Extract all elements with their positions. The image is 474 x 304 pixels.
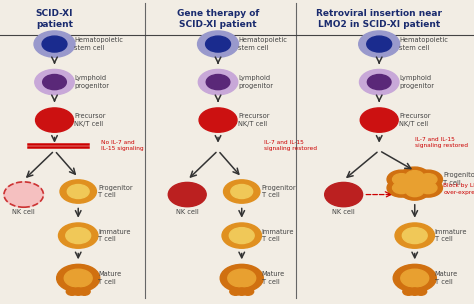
Circle shape xyxy=(57,264,100,292)
Circle shape xyxy=(168,182,206,207)
Text: Retroviral insertion near
LMO2 in SCID-XI patient: Retroviral insertion near LMO2 in SCID-X… xyxy=(316,9,442,29)
Circle shape xyxy=(79,288,90,295)
Circle shape xyxy=(406,171,424,182)
Text: IL-7 and IL-15
signaling restored: IL-7 and IL-15 signaling restored xyxy=(264,140,318,151)
Text: Lymphoid
progenitor: Lymphoid progenitor xyxy=(399,75,434,89)
Circle shape xyxy=(360,108,398,132)
Circle shape xyxy=(224,180,260,203)
Text: Precursor
NK/T cell: Precursor NK/T cell xyxy=(74,113,106,127)
Circle shape xyxy=(242,288,254,295)
Circle shape xyxy=(206,36,230,52)
Circle shape xyxy=(236,288,247,295)
Circle shape xyxy=(414,179,442,197)
Text: Mature
T cell: Mature T cell xyxy=(435,271,458,285)
Text: Precursor
NK/T cell: Precursor NK/T cell xyxy=(238,113,269,127)
Text: No IL-7 and
IL-15 signaling: No IL-7 and IL-15 signaling xyxy=(101,140,144,151)
Circle shape xyxy=(64,269,92,287)
Text: Immature
T cell: Immature T cell xyxy=(435,229,467,242)
Circle shape xyxy=(401,167,429,185)
Text: Precursor
NK/T cell: Precursor NK/T cell xyxy=(399,113,430,127)
Circle shape xyxy=(230,288,241,295)
Text: NK cell: NK cell xyxy=(176,209,199,215)
Circle shape xyxy=(36,108,73,132)
Text: IL-7 and IL-15
signaling restored: IL-7 and IL-15 signaling restored xyxy=(415,137,468,148)
Circle shape xyxy=(325,182,363,207)
Circle shape xyxy=(73,288,84,295)
Circle shape xyxy=(60,180,96,203)
Circle shape xyxy=(406,178,424,190)
Text: Lymphoid
progenitor: Lymphoid progenitor xyxy=(74,75,109,89)
Circle shape xyxy=(43,74,66,90)
Circle shape xyxy=(66,228,91,244)
Text: Gene therapy of
SCID-XI patient: Gene therapy of SCID-XI patient xyxy=(177,9,259,29)
Circle shape xyxy=(367,36,392,52)
Circle shape xyxy=(393,264,436,292)
Circle shape xyxy=(392,174,410,185)
Circle shape xyxy=(228,269,255,287)
Circle shape xyxy=(419,182,437,194)
Circle shape xyxy=(414,170,442,188)
Circle shape xyxy=(58,223,98,248)
Circle shape xyxy=(387,170,416,188)
Text: Hematopoietic
stem cell: Hematopoietic stem cell xyxy=(399,37,448,51)
Circle shape xyxy=(206,74,230,90)
Text: Hematopoietic
stem cell: Hematopoietic stem cell xyxy=(74,37,123,51)
Circle shape xyxy=(67,185,89,199)
Circle shape xyxy=(198,31,238,57)
Text: Progenitor
T cell: Progenitor T cell xyxy=(262,185,296,198)
Text: NK cell: NK cell xyxy=(332,209,355,215)
Circle shape xyxy=(406,185,424,197)
Circle shape xyxy=(402,228,427,244)
Circle shape xyxy=(387,179,416,197)
Text: Progenitor
T cell: Progenitor T cell xyxy=(443,172,474,185)
Circle shape xyxy=(229,228,254,244)
Circle shape xyxy=(409,288,420,295)
Circle shape xyxy=(220,264,263,292)
Text: Lymphoid
progenitor: Lymphoid progenitor xyxy=(238,75,273,89)
Circle shape xyxy=(401,269,428,287)
Circle shape xyxy=(34,31,75,57)
Text: Block by LMO2
over-expression: Block by LMO2 over-expression xyxy=(443,184,474,195)
Circle shape xyxy=(403,288,414,295)
Text: Progenitor
T cell: Progenitor T cell xyxy=(98,185,133,198)
Circle shape xyxy=(359,69,399,95)
Circle shape xyxy=(415,288,427,295)
Circle shape xyxy=(392,182,410,194)
Circle shape xyxy=(395,223,435,248)
Text: NK cell: NK cell xyxy=(12,209,35,215)
Circle shape xyxy=(401,182,429,200)
Circle shape xyxy=(367,74,391,90)
Text: Mature
T cell: Mature T cell xyxy=(262,271,285,285)
Circle shape xyxy=(359,31,400,57)
Circle shape xyxy=(42,36,67,52)
Circle shape xyxy=(231,185,253,199)
Circle shape xyxy=(66,288,78,295)
Circle shape xyxy=(419,174,437,185)
Text: Mature
T cell: Mature T cell xyxy=(98,271,121,285)
Circle shape xyxy=(4,182,44,207)
Circle shape xyxy=(198,69,238,95)
Text: Immature
T cell: Immature T cell xyxy=(262,229,294,242)
Circle shape xyxy=(199,108,237,132)
Text: SCID-XI
patient: SCID-XI patient xyxy=(36,9,73,29)
Circle shape xyxy=(222,223,262,248)
Circle shape xyxy=(401,175,429,193)
Circle shape xyxy=(35,69,74,95)
Text: Hematopoietic
stem cell: Hematopoietic stem cell xyxy=(238,37,287,51)
Text: Immature
T cell: Immature T cell xyxy=(98,229,131,242)
